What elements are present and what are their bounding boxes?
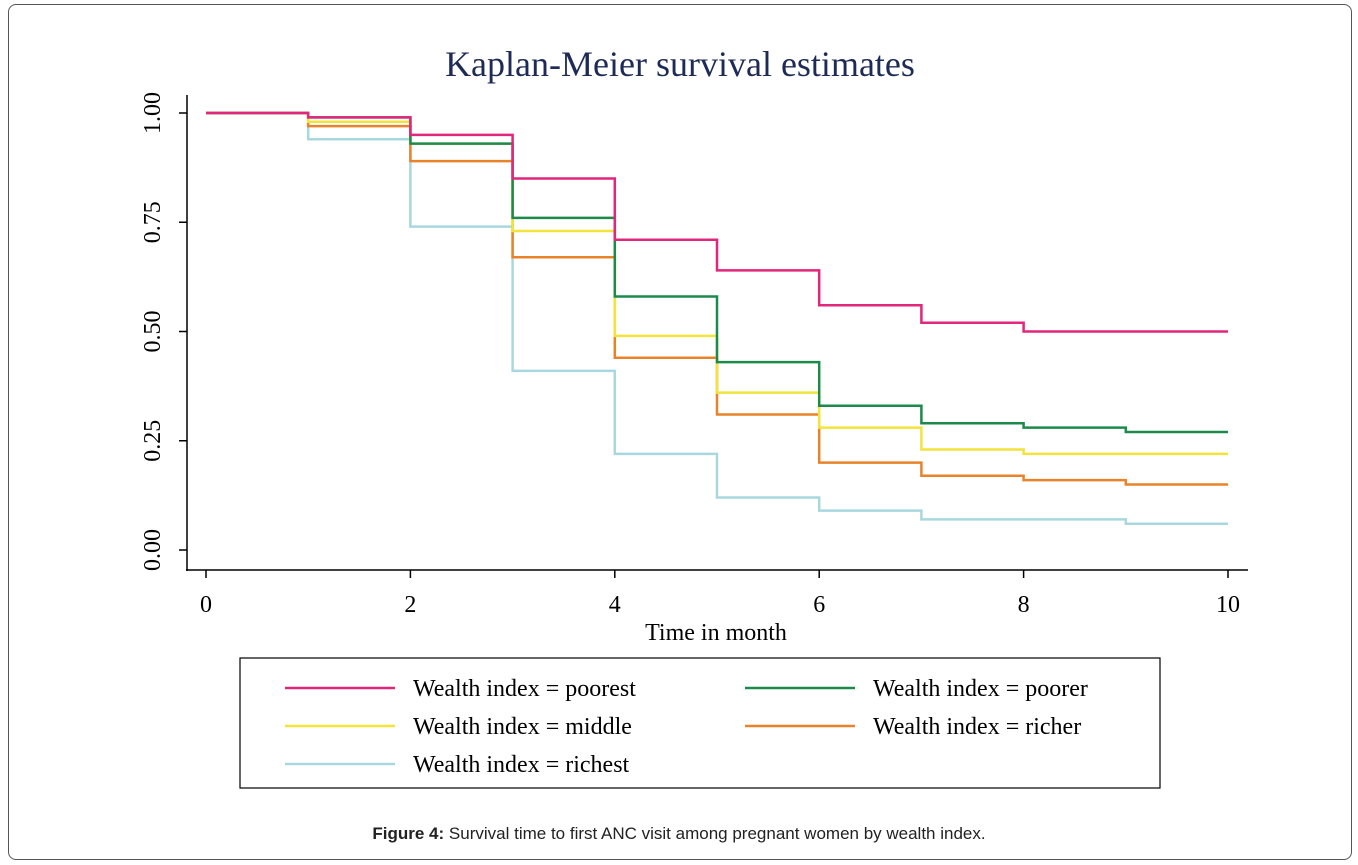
caption-text: Survival time to first ANC visit among p… xyxy=(448,824,986,843)
x-axis-label: Time in month xyxy=(645,620,787,646)
legend-label: Wealth index = richer xyxy=(873,714,1081,740)
x-tick-label: 4 xyxy=(609,592,621,618)
legend-label: Wealth index = middle xyxy=(413,714,632,740)
y-tick-label: 0.25 xyxy=(140,420,166,462)
y-tick-label: 0.75 xyxy=(140,201,166,243)
legend-box xyxy=(239,657,1161,789)
x-tick-label: 10 xyxy=(1216,592,1240,618)
chart-title: Kaplan-Meier survival estimates xyxy=(445,44,915,84)
legend-label: Wealth index = poorest xyxy=(413,676,636,702)
chart: Kaplan-Meier survival estimates Time in … xyxy=(140,44,1248,789)
y-tick-label: 0.00 xyxy=(140,529,166,571)
caption-label: Figure 4: xyxy=(372,824,445,843)
x-tick-label: 0 xyxy=(200,592,212,618)
figure-frame xyxy=(8,4,1352,860)
legend-label: Wealth index = poorer xyxy=(873,676,1088,702)
y-tick-label: 1.00 xyxy=(140,92,166,134)
y-tick-label: 0.50 xyxy=(140,311,166,353)
legend-label: Wealth index = richest xyxy=(413,752,630,778)
x-tick-label: 6 xyxy=(813,592,825,618)
x-tick-label: 2 xyxy=(404,592,416,618)
caption: Figure 4: Survival time to first ANC vis… xyxy=(0,824,1358,844)
x-tick-label: 8 xyxy=(1018,592,1030,618)
survival-line xyxy=(206,111,1228,333)
